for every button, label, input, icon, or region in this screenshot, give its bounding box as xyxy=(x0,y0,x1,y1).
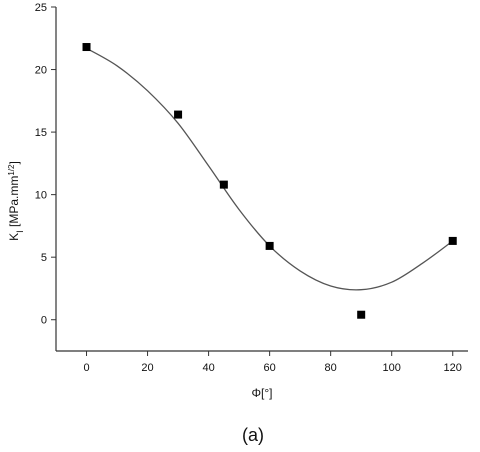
y-axis-label-main: K xyxy=(7,233,21,241)
x-ticks: 0 20 40 60 80 100 120 xyxy=(83,351,462,374)
y-tick-label: 10 xyxy=(35,190,47,202)
y-tick-label: 15 xyxy=(35,127,47,139)
data-points xyxy=(82,43,457,319)
y-axis-label-unit-end: ] xyxy=(7,161,21,164)
y-ticks: 0 5 10 15 20 25 xyxy=(35,2,56,327)
y-tick-label: 25 xyxy=(35,2,47,14)
data-point xyxy=(219,180,228,189)
y-axis-label-sub: I xyxy=(15,230,25,233)
y-axis-label: KI [MPa.mm1/2] xyxy=(7,161,26,241)
y-axis-label-sup: 1/2 xyxy=(7,164,16,176)
data-point xyxy=(174,110,183,119)
x-tick-label: 0 xyxy=(83,362,89,374)
x-tick-label: 40 xyxy=(202,362,214,374)
data-point xyxy=(82,43,91,52)
x-tick-label: 80 xyxy=(325,362,337,374)
x-tick-label: 20 xyxy=(141,362,153,374)
data-point xyxy=(448,236,457,245)
y-tick-label: 0 xyxy=(41,315,47,327)
axes xyxy=(55,7,468,352)
figure-caption: (a) xyxy=(242,425,264,445)
x-tick-label: 120 xyxy=(444,362,462,374)
data-point xyxy=(357,310,366,319)
y-tick-label: 20 xyxy=(35,65,47,77)
fit-curve xyxy=(86,47,454,291)
x-tick-label: 100 xyxy=(383,362,401,374)
data-point xyxy=(265,241,274,250)
y-tick-label: 5 xyxy=(41,252,47,264)
y-axis-label-unit: [MPa.mm xyxy=(7,176,21,231)
x-tick-label: 60 xyxy=(264,362,276,374)
x-axis-label: Φ[°] xyxy=(251,386,272,400)
